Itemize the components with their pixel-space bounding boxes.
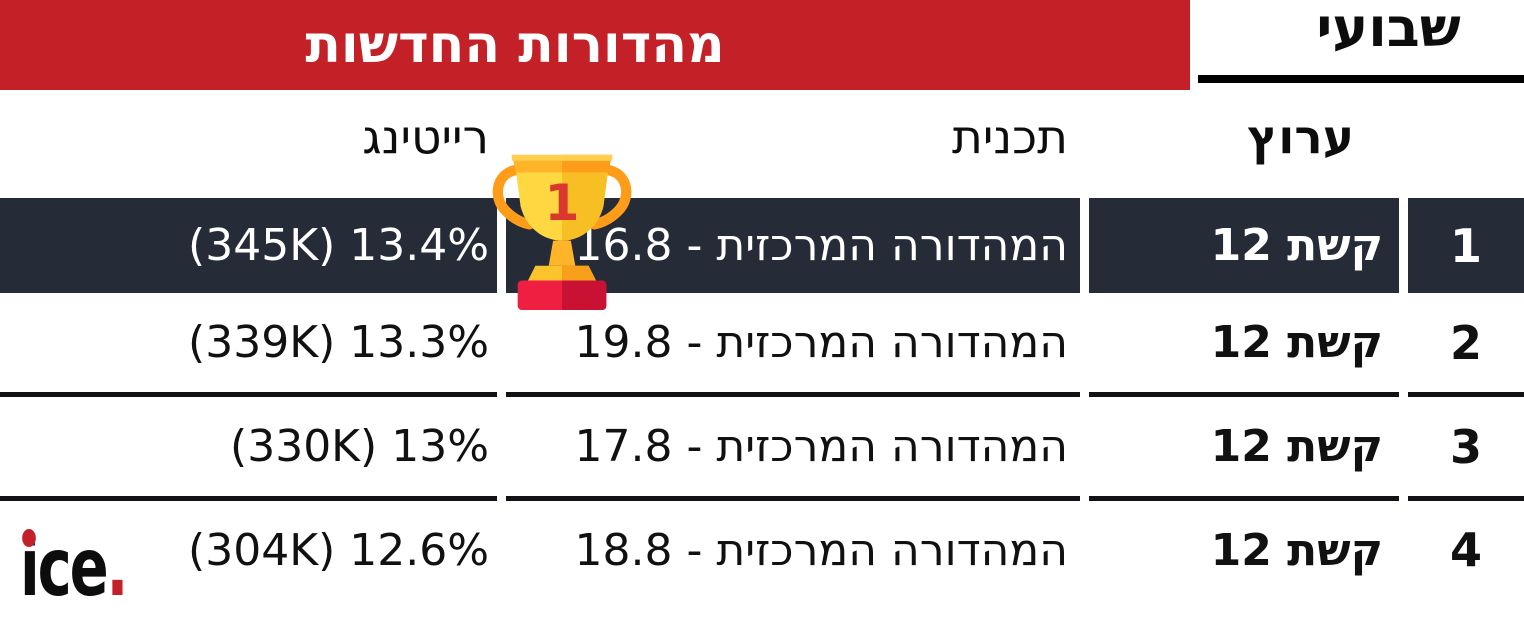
period-tab: שבועי xyxy=(1198,0,1524,90)
rating-cell: 13.4% (345K) xyxy=(0,198,497,293)
program-cell: המהדורה המרכזית - 18.8 xyxy=(574,524,1069,576)
title-banner: מהדורות החדשות xyxy=(0,0,1190,90)
rating-cell: 12.6% (304K) xyxy=(188,524,489,576)
page-title: מהדורות החדשות xyxy=(305,15,725,75)
period-underline xyxy=(1198,75,1524,83)
rank-cell: 3 xyxy=(1408,397,1524,501)
header-rank xyxy=(1408,90,1524,198)
header-bar: שבועי מהדורות החדשות xyxy=(0,0,1524,90)
ratings-table: ערוץ תכנית רייטינג 1 קשת 12 המהדורה המרכ… xyxy=(0,90,1524,627)
rank-cell: 4 xyxy=(1450,523,1483,577)
program-cell: המהדורה המרכזית - 19.8 xyxy=(506,293,1080,397)
ice-logo-period: . xyxy=(106,521,128,614)
header-channel: ערוץ xyxy=(1247,109,1354,165)
channel-cell: קשת 12 xyxy=(1210,524,1383,576)
channel-cell: קשת 12 xyxy=(1089,198,1399,293)
rating-cell: 13% (330K) xyxy=(0,397,497,501)
header-program: תכנית xyxy=(952,109,1068,165)
rating-cell: 13.3% (339K) xyxy=(0,293,497,397)
channel-cell: קשת 12 xyxy=(1089,397,1399,501)
ice-logo: ice. xyxy=(20,528,128,608)
rank-cell: 1 xyxy=(1408,198,1524,293)
program-cell: המהדורה המרכזית - 16.8 xyxy=(506,198,1080,293)
channel-cell: קשת 12 xyxy=(1089,293,1399,397)
rank-cell: 2 xyxy=(1408,293,1524,397)
ice-logo-dot-icon xyxy=(22,529,36,547)
program-cell: המהדורה המרכזית - 17.8 xyxy=(506,397,1080,501)
header-rating: רייטינג xyxy=(362,109,489,165)
period-label: שבועי xyxy=(1316,0,1461,59)
